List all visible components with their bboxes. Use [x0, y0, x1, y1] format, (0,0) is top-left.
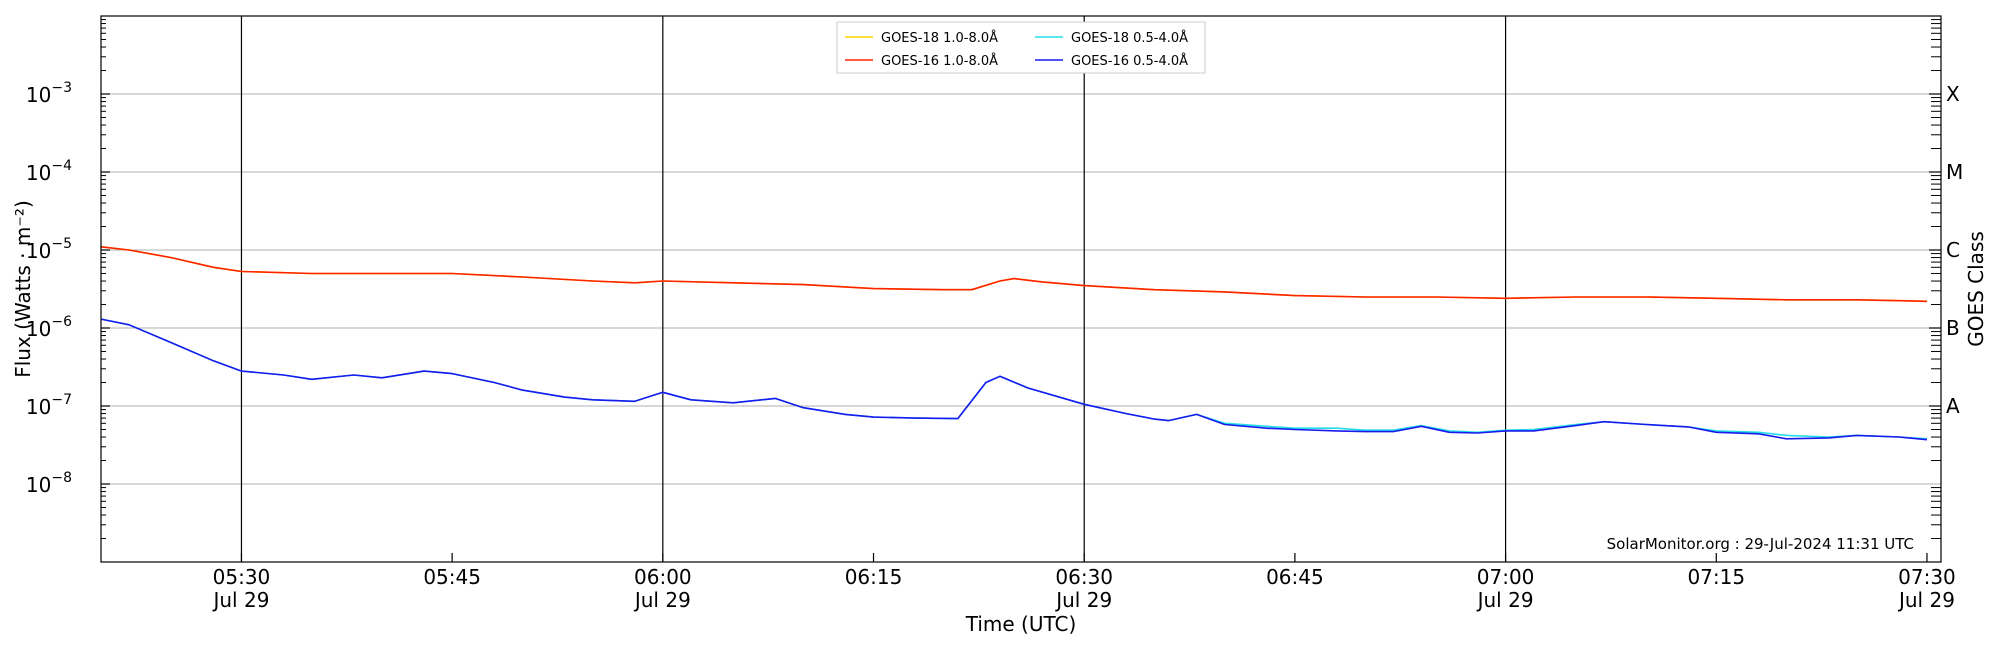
x-tick-date-label: Jul 29: [1476, 588, 1534, 612]
y-tick-label: 10−8: [26, 470, 72, 497]
plot-frame: [100, 15, 1942, 563]
goes-class-label: A: [1946, 394, 1960, 418]
x-tick-label: 06:15: [845, 565, 903, 589]
x-tick-label: 05:30: [213, 565, 271, 589]
x-tick-label: 06:00: [634, 565, 692, 589]
goes-class-label: B: [1946, 316, 1960, 340]
legend-label: GOES-18 1.0-8.0Å: [881, 30, 998, 46]
series-layer: [100, 246, 1928, 441]
legend-box: [836, 21, 1206, 74]
series-line: [100, 246, 1928, 303]
vertical-marker-layer: [240, 16, 1507, 562]
legend-label: GOES-16 0.5-4.0Å: [1071, 53, 1188, 69]
legend-label: GOES-16 1.0-8.0Å: [881, 53, 998, 69]
goes-class-label: M: [1946, 160, 1963, 184]
legend: GOES-18 1.0-8.0Å GOES-16 1.0-8.0Å GOES-18 …: [836, 21, 1206, 74]
goes-class-label: X: [1946, 82, 1960, 106]
x-axis-title: Time (UTC): [965, 612, 1077, 636]
x-tick-label: 06:30: [1055, 565, 1113, 589]
x-tick-label: 07:00: [1477, 565, 1535, 589]
x-tick-date-label: Jul 29: [633, 588, 691, 612]
legend-label: GOES-18 0.5-4.0Å: [1071, 30, 1188, 46]
x-tick-date-label: Jul 29: [211, 588, 269, 612]
grid-layer: [101, 93, 1941, 485]
x-tick-date-label: Jul 29: [1054, 588, 1112, 612]
x-tick-label: 06:45: [1266, 565, 1324, 589]
x-tick-label: 07:15: [1687, 565, 1745, 589]
x-tick-date-label: Jul 29: [1897, 588, 1955, 612]
goes-class-label: C: [1946, 238, 1960, 262]
footer-credit: SolarMonitor.org : 29-Jul-2024 11:31 UTC: [1607, 535, 1914, 553]
series-line: [100, 318, 1928, 441]
right-axis-title: GOES Class: [1964, 231, 1988, 347]
y-axis-title: Flux (Watts · m⁻²): [11, 200, 35, 378]
x-tick-label: 05:45: [423, 565, 481, 589]
y-tick-label: 10−7: [26, 392, 72, 419]
x-tick-label: 07:30: [1898, 565, 1956, 589]
